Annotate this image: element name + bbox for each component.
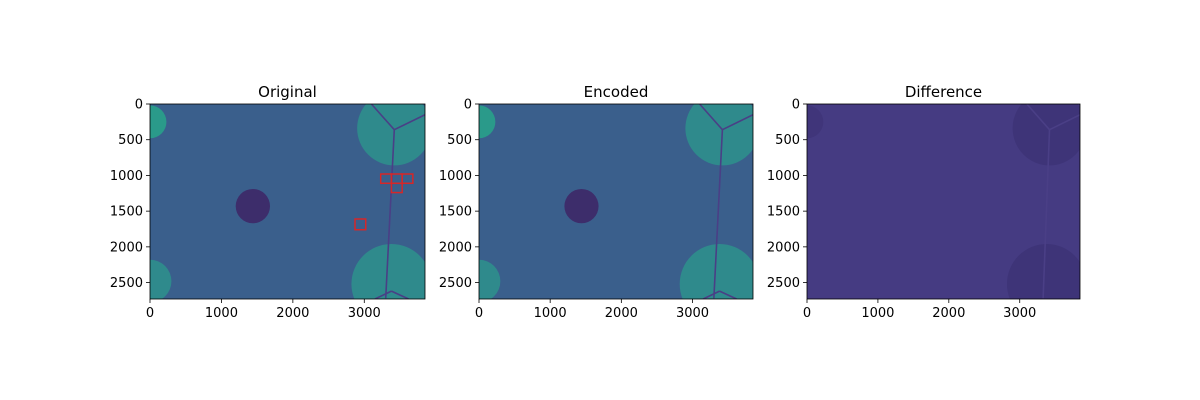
y-tick-label: 1000 (767, 169, 800, 184)
x-tick-label: 2000 (932, 306, 965, 321)
y-tick-label: 2500 (439, 276, 472, 291)
x-tick-label: 3000 (676, 306, 709, 321)
y-tick-label: 2000 (767, 240, 800, 255)
y-tick-label: 2500 (110, 276, 143, 291)
panel-title: Original (258, 83, 317, 101)
highlight-box (354, 218, 367, 231)
image-line (370, 104, 395, 131)
panel-difference: Difference 0 1000 2000 3000 0 500 1000 1500 2000 2… (767, 83, 1081, 321)
image-blob (679, 244, 753, 299)
y-tick-label: 1500 (767, 205, 800, 220)
axes-frame (149, 103, 426, 300)
y-tick-label: 2000 (439, 240, 472, 255)
y-tick-label: 0 (792, 98, 800, 113)
y-tick-label: 1500 (110, 205, 143, 220)
image-line (391, 290, 409, 299)
image-line (1042, 129, 1051, 299)
image-area (150, 104, 425, 299)
panel-encoded: Encoded 0 1000 2000 3000 0 500 1000 1500 2000 2500 (439, 83, 754, 321)
image-line (1026, 104, 1051, 131)
panel-title: Difference (905, 83, 982, 101)
y-tick-label: 500 (775, 133, 800, 148)
y-tick-label: 1500 (439, 205, 472, 220)
image-blob (150, 259, 172, 299)
x-tick-label: 1000 (205, 306, 238, 321)
x-tick-label: 0 (146, 306, 154, 321)
image-line (702, 290, 720, 299)
image-area (807, 104, 1080, 299)
image-line (384, 129, 396, 299)
y-tick-label: 500 (447, 133, 472, 148)
y-tick-label: 0 (135, 98, 143, 113)
image-line (393, 113, 425, 131)
x-tick-label: 3000 (348, 306, 381, 321)
image-line (1049, 113, 1080, 131)
image-line (719, 290, 737, 299)
image-blob (150, 105, 167, 139)
axes-frame (478, 103, 754, 300)
y-tick-label: 1000 (439, 169, 472, 184)
y-tick-label: 1000 (110, 169, 143, 184)
image-blob (1012, 104, 1080, 166)
highlight-box (390, 182, 403, 194)
image-blob (479, 105, 496, 139)
x-tick-label: 1000 (534, 306, 567, 321)
x-tick-label: 2000 (276, 306, 309, 321)
image-blob (685, 104, 753, 166)
image-blob (357, 104, 425, 166)
x-tick-label: 3000 (1003, 306, 1036, 321)
image-line (699, 104, 723, 131)
image-line (722, 113, 753, 131)
axes-frame (806, 103, 1081, 300)
highlight-box (401, 173, 414, 185)
y-tick-label: 2500 (767, 276, 800, 291)
image-blob (351, 244, 425, 299)
image-blob (807, 105, 824, 139)
image-blob (235, 189, 270, 224)
image-line (374, 290, 392, 299)
x-tick-label: 1000 (861, 306, 894, 321)
x-tick-label: 0 (475, 306, 483, 321)
image-blob (564, 189, 599, 224)
panel-title: Encoded (584, 83, 649, 101)
x-tick-label: 0 (803, 306, 811, 321)
x-tick-label: 2000 (605, 306, 638, 321)
image-line (713, 129, 724, 299)
y-tick-label: 2000 (110, 240, 143, 255)
panel-original: Original 0 1000 2000 3000 0 500 1000 1500 2000 250… (110, 83, 426, 321)
image-blob (479, 259, 501, 299)
y-tick-label: 500 (118, 133, 143, 148)
y-tick-label: 0 (464, 98, 472, 113)
image-area (479, 104, 753, 299)
